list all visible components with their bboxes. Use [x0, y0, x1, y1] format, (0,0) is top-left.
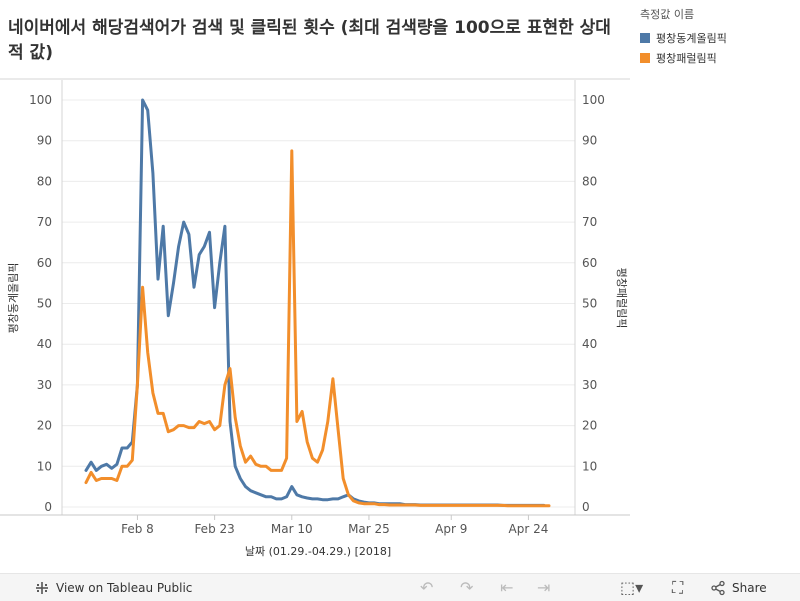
y-tick-label-left: 90 — [37, 134, 52, 148]
x-tick-label: Apr 9 — [435, 522, 467, 536]
x-axis-title: 날짜 (01.29.-04.29.) [2018] — [245, 545, 391, 558]
grid-layer — [62, 99, 575, 508]
legend: 측정값 이름 평창동계올림픽 평창패럴림픽 — [640, 6, 727, 68]
series-layer — [84, 98, 551, 508]
y-tick-label-left: 80 — [37, 174, 52, 188]
refresh-icon[interactable]: ⇥ — [537, 578, 551, 597]
series-line-winter-olympics — [84, 98, 546, 507]
y-tick-label-right: 0 — [582, 500, 590, 514]
axis-frame — [0, 78, 630, 516]
series-line-paralympics — [84, 149, 551, 508]
y-tick-label-left: 40 — [37, 337, 52, 351]
x-tick-label: Feb 23 — [194, 522, 234, 536]
y-tick-label-left: 50 — [37, 297, 52, 311]
y-tick-label-left: 0 — [44, 500, 52, 514]
y-tick-label-right: 20 — [582, 419, 597, 433]
x-tick-label: Mar 10 — [271, 522, 313, 536]
y-tick-label-right: 90 — [582, 134, 597, 148]
y-tick-label-right: 100 — [582, 93, 605, 107]
tableau-logo-icon — [36, 581, 48, 594]
y-tick-label-right: 30 — [582, 378, 597, 392]
y-tick-label-right: 50 — [582, 297, 597, 311]
y-tick-label-left: 100 — [29, 93, 52, 107]
redo-icon[interactable]: ↷ — [460, 578, 474, 597]
legend-item-paralympics[interactable]: 평창패럴림픽 — [640, 48, 727, 68]
y-tick-label-right: 60 — [582, 256, 597, 270]
y-tick-label-right: 70 — [582, 215, 597, 229]
y-tick-label-left: 30 — [37, 378, 52, 392]
view-on-tableau-button[interactable]: View on Tableau Public — [34, 580, 192, 596]
fullscreen-icon[interactable]: ⛶ — [672, 577, 684, 597]
y-tick-label-left: 70 — [37, 215, 52, 229]
x-tick-label: Feb 8 — [121, 522, 154, 536]
tick-layer: 0 0 10 10 20 20 30 30 40 40 50 50 60 60 70 70 80 80 90 90 10… — [29, 93, 605, 536]
revert-icon[interactable]: ⇤ — [500, 578, 514, 597]
y-axis-title-left: 평창동계올림픽 — [7, 263, 20, 334]
chart-title: 네이버에서 해당검색어가 검색 및 클릭된 횟수 (최대 검색량을 100으로 … — [8, 18, 611, 63]
download-icon[interactable]: ⬚▾ — [620, 578, 644, 597]
share-button[interactable]: Share — [710, 580, 767, 596]
share-label: Share — [732, 580, 767, 595]
tableau-toolbar: View on Tableau Public ↶ ↷ ⇤ ⇥ ⬚▾ ⛶ Shar… — [0, 573, 800, 601]
y-tick-label-right: 10 — [582, 459, 597, 473]
view-on-tableau-label: View on Tableau Public — [56, 580, 193, 595]
legend-item-winter-olympics[interactable]: 평창동계올림픽 — [640, 28, 727, 48]
y-tick-label-right: 80 — [582, 174, 597, 188]
x-tick-label: Apr 24 — [509, 522, 549, 536]
y-tick-label-left: 20 — [37, 419, 52, 433]
share-icon — [711, 580, 725, 595]
y-tick-label-left: 10 — [37, 459, 52, 473]
legend-label-paralympics: 평창패럴림픽 — [656, 52, 717, 65]
legend-swatch-paralympics — [640, 53, 650, 63]
line-chart: 0 0 10 10 20 20 30 30 40 40 50 50 60 60 70 70 80 80 90 90 10… — [0, 78, 630, 558]
legend-title: 측정값 이름 — [640, 8, 695, 21]
y-tick-label-right: 40 — [582, 337, 597, 351]
y-axis-title-right: 평창패럴림픽 — [615, 268, 628, 329]
legend-swatch-winter-olympics — [640, 33, 650, 43]
legend-label-winter-olympics: 평창동계올림픽 — [656, 32, 727, 45]
undo-icon[interactable]: ↶ — [420, 578, 434, 597]
x-tick-label: Mar 25 — [348, 522, 390, 536]
y-tick-label-left: 60 — [37, 256, 52, 270]
